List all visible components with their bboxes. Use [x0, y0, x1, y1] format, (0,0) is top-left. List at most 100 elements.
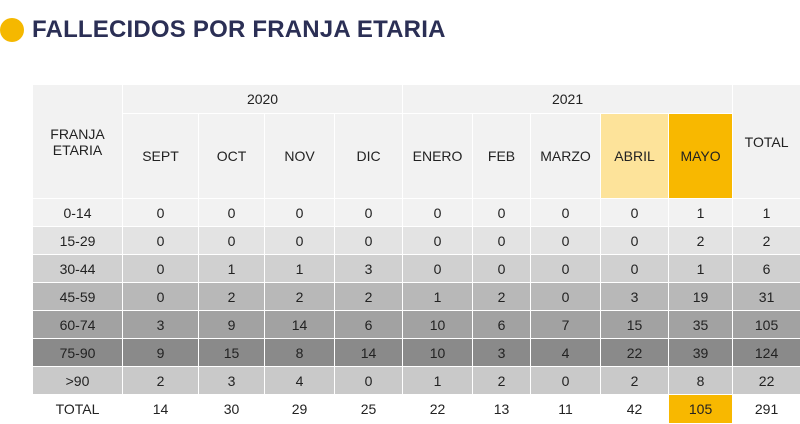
age-range-label: 30-44 — [33, 255, 123, 283]
table-cell: 6 — [473, 311, 531, 339]
month-header: FEB — [473, 114, 531, 199]
corner-header: FRANJA ETARIA — [33, 85, 123, 199]
table-cell: 0 — [335, 367, 403, 395]
table-cell: 1 — [403, 367, 473, 395]
month-header: MARZO — [531, 114, 601, 199]
column-total-cell: 42 — [601, 395, 669, 424]
table-cell: 0 — [473, 227, 531, 255]
column-total-cell: 11 — [531, 395, 601, 424]
table-cell: 0 — [403, 199, 473, 227]
year-header: 2020 — [123, 85, 403, 114]
column-total-cell: 29 — [265, 395, 335, 424]
column-total-cell: 14 — [123, 395, 199, 424]
column-total-cell: 30 — [199, 395, 265, 424]
table-cell: 0 — [403, 255, 473, 283]
table-cell: 0 — [601, 255, 669, 283]
table-cell: 4 — [265, 367, 335, 395]
age-range-label: 60-74 — [33, 311, 123, 339]
table-cell: 2 — [473, 283, 531, 311]
table-cell: 0 — [123, 227, 199, 255]
table-cell: 0 — [199, 199, 265, 227]
title-bar: FALLECIDOS POR FRANJA ETARIA — [0, 10, 446, 50]
table-cell: 0 — [601, 227, 669, 255]
column-total-cell: 13 — [473, 395, 531, 424]
row-total-cell: 6 — [733, 255, 800, 283]
table-cell: 1 — [669, 255, 733, 283]
table-cell: 2 — [265, 283, 335, 311]
table-cell: 2 — [123, 367, 199, 395]
table-cell: 0 — [531, 199, 601, 227]
table-cell: 39 — [669, 339, 733, 367]
row-total-cell: 1 — [733, 199, 800, 227]
month-header: OCT — [199, 114, 265, 199]
row-total-cell: 124 — [733, 339, 800, 367]
table-cell: 0 — [531, 255, 601, 283]
row-total-cell: 22 — [733, 367, 800, 395]
page-title: FALLECIDOS POR FRANJA ETARIA — [32, 16, 446, 44]
total-header: TOTAL — [733, 85, 800, 199]
table-cell: 0 — [335, 199, 403, 227]
age-range-label: 45-59 — [33, 283, 123, 311]
table-cell: 1 — [199, 255, 265, 283]
table-cell: 2 — [601, 367, 669, 395]
table-cell: 2 — [335, 283, 403, 311]
month-header: SEPT — [123, 114, 199, 199]
table-cell: 9 — [199, 311, 265, 339]
row-total-cell: 2 — [733, 227, 800, 255]
table-cell: 0 — [123, 199, 199, 227]
table-cell: 0 — [531, 367, 601, 395]
column-total-cell: 105 — [669, 395, 733, 424]
table-cell: 14 — [265, 311, 335, 339]
table-cell: 1 — [403, 283, 473, 311]
table-cell: 0 — [403, 227, 473, 255]
table-cell: 0 — [265, 199, 335, 227]
table-cell: 2 — [669, 227, 733, 255]
month-header: DIC — [335, 114, 403, 199]
table-cell: 10 — [403, 339, 473, 367]
table-cell: 0 — [531, 227, 601, 255]
table-cell: 0 — [473, 255, 531, 283]
table-cell: 1 — [669, 199, 733, 227]
table-cell: 6 — [335, 311, 403, 339]
table-cell: 0 — [473, 199, 531, 227]
table-cell: 8 — [669, 367, 733, 395]
table-cell: 0 — [265, 227, 335, 255]
table-cell: 15 — [199, 339, 265, 367]
grand-total-cell: 291 — [733, 395, 800, 424]
table-cell: 8 — [265, 339, 335, 367]
age-range-label: 0-14 — [33, 199, 123, 227]
table-cell: 0 — [335, 227, 403, 255]
table-cell: 4 — [531, 339, 601, 367]
table-cell: 35 — [669, 311, 733, 339]
table-cell: 0 — [123, 283, 199, 311]
table-cell: 9 — [123, 339, 199, 367]
table-cell: 3 — [199, 367, 265, 395]
year-header: 2021 — [403, 85, 733, 114]
row-total-cell: 105 — [733, 311, 800, 339]
table-cell: 7 — [531, 311, 601, 339]
table-cell: 10 — [403, 311, 473, 339]
table-cell: 0 — [199, 227, 265, 255]
table-cell: 2 — [199, 283, 265, 311]
table-cell: 22 — [601, 339, 669, 367]
month-header: ENERO — [403, 114, 473, 199]
table-cell: 3 — [601, 283, 669, 311]
table-cell: 2 — [473, 367, 531, 395]
table-cell: 14 — [335, 339, 403, 367]
age-range-label: 15-29 — [33, 227, 123, 255]
table-cell: 3 — [123, 311, 199, 339]
column-total-cell: 22 — [403, 395, 473, 424]
table-cell: 3 — [473, 339, 531, 367]
table-cell: 19 — [669, 283, 733, 311]
month-header: MAYO — [669, 114, 733, 199]
age-range-label: >90 — [33, 367, 123, 395]
